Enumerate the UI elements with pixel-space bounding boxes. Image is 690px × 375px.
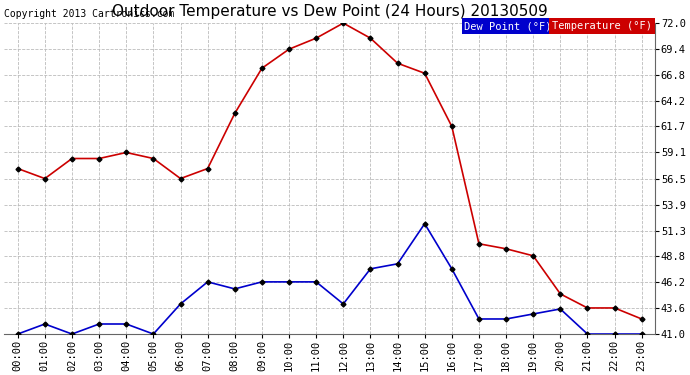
Text: Copyright 2013 Cartronics.com: Copyright 2013 Cartronics.com: [4, 9, 175, 20]
Title: Outdoor Temperature vs Dew Point (24 Hours) 20130509: Outdoor Temperature vs Dew Point (24 Hou…: [112, 4, 548, 19]
Text: Dew Point (°F): Dew Point (°F): [464, 21, 552, 31]
Text: Temperature (°F): Temperature (°F): [552, 21, 652, 31]
